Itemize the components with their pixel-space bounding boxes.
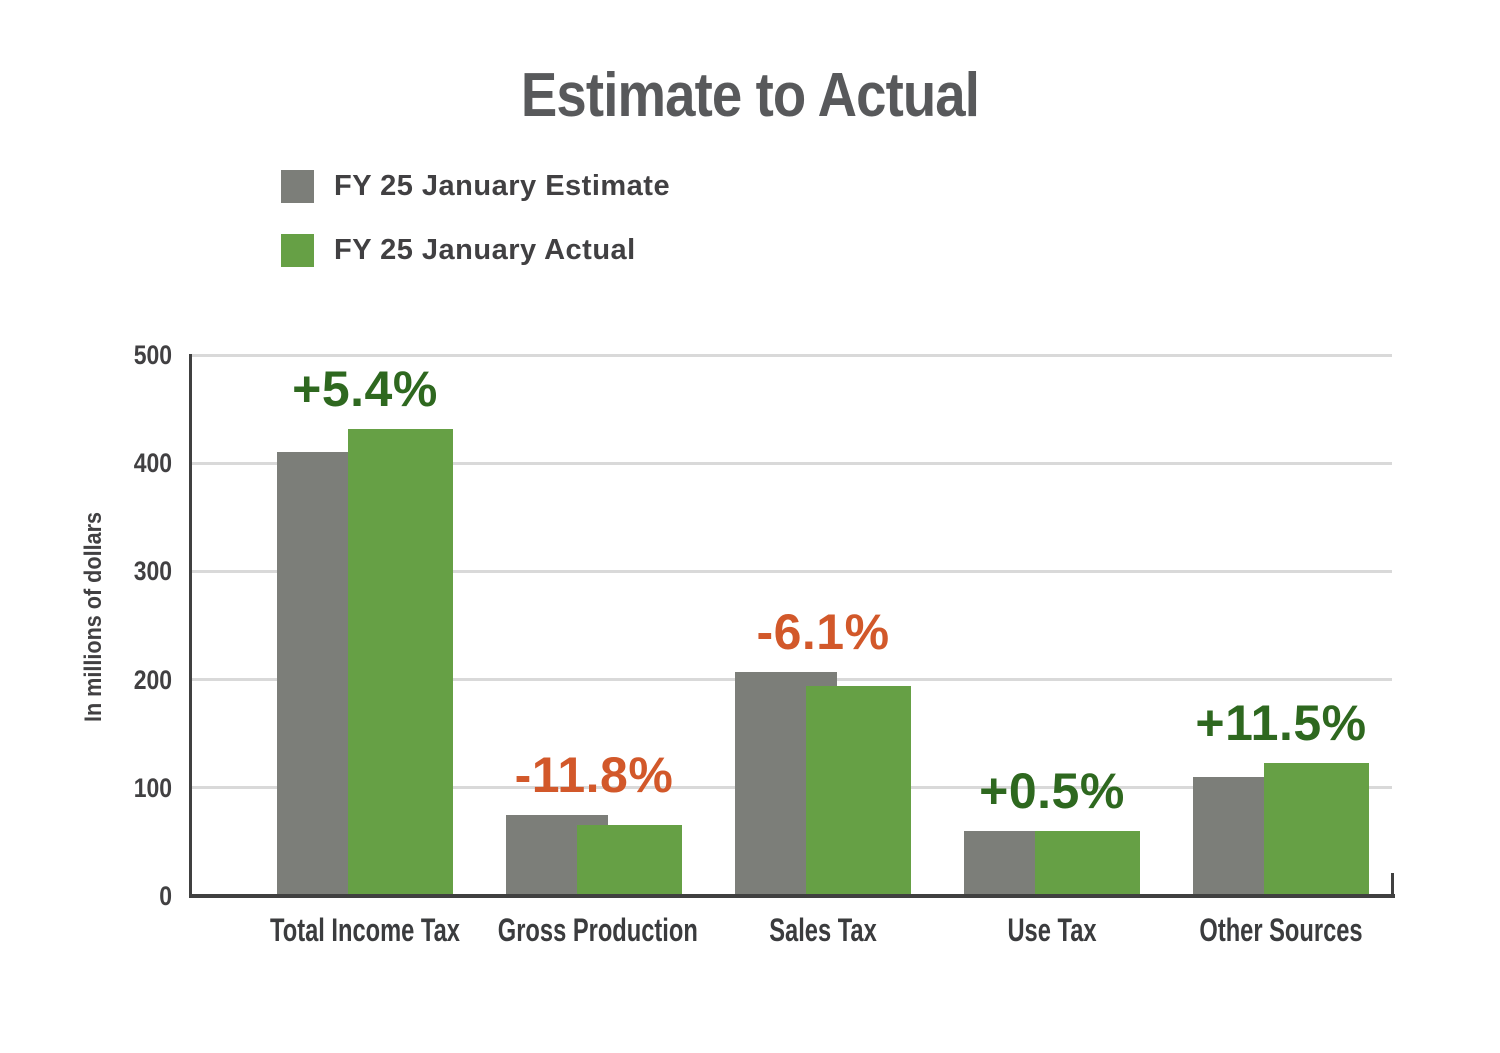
y-tick-label-500: 500 <box>133 340 172 370</box>
x-category-label-4: Other Sources <box>1199 912 1363 948</box>
bar-actual-0 <box>348 428 453 896</box>
x-axis-end-tick <box>1391 873 1394 896</box>
legend-label-actual: FY 25 January Actual <box>334 234 636 266</box>
x-axis-line <box>189 894 1395 898</box>
bar-actual-1 <box>577 824 682 896</box>
gridline-300 <box>191 569 1392 573</box>
bar-actual-3 <box>1035 830 1140 896</box>
estimate-swatch-icon <box>281 170 314 203</box>
chart-title: Estimate to Actual <box>520 61 980 130</box>
pct-change-label-3: +0.5% <box>979 762 1125 819</box>
y-tick-label-0: 0 <box>159 881 172 911</box>
legend-item-estimate: FY 25 January Estimate <box>281 170 670 203</box>
legend-label-estimate: FY 25 January Estimate <box>334 170 671 202</box>
pct-change-label-2: -6.1% <box>756 604 890 661</box>
y-tick-label-300: 300 <box>133 556 172 587</box>
x-category-label-3: Use Tax <box>1007 912 1097 948</box>
y-tick-label-100: 100 <box>133 772 172 803</box>
pct-change-label-0: +5.4% <box>292 360 438 417</box>
gridline-400 <box>191 461 1392 465</box>
x-category-label-2: Sales Tax <box>769 912 877 948</box>
y-axis-line <box>189 354 192 897</box>
bar-actual-4 <box>1264 763 1369 896</box>
legend-item-actual: FY 25 January Actual <box>281 234 636 267</box>
pct-change-label-4: +11.5% <box>1195 695 1367 752</box>
actual-swatch-icon <box>281 234 314 267</box>
y-tick-label-400: 400 <box>133 448 172 479</box>
bar-actual-2 <box>806 686 911 896</box>
x-category-label-1: Gross Production <box>497 912 698 948</box>
y-axis-title: In millions of dollars <box>80 511 107 723</box>
y-tick-label-200: 200 <box>133 664 172 695</box>
x-category-label-0: Total Income Tax <box>270 912 460 948</box>
gridline-500 <box>191 353 1392 357</box>
pct-change-label-1: -11.8% <box>514 746 674 803</box>
